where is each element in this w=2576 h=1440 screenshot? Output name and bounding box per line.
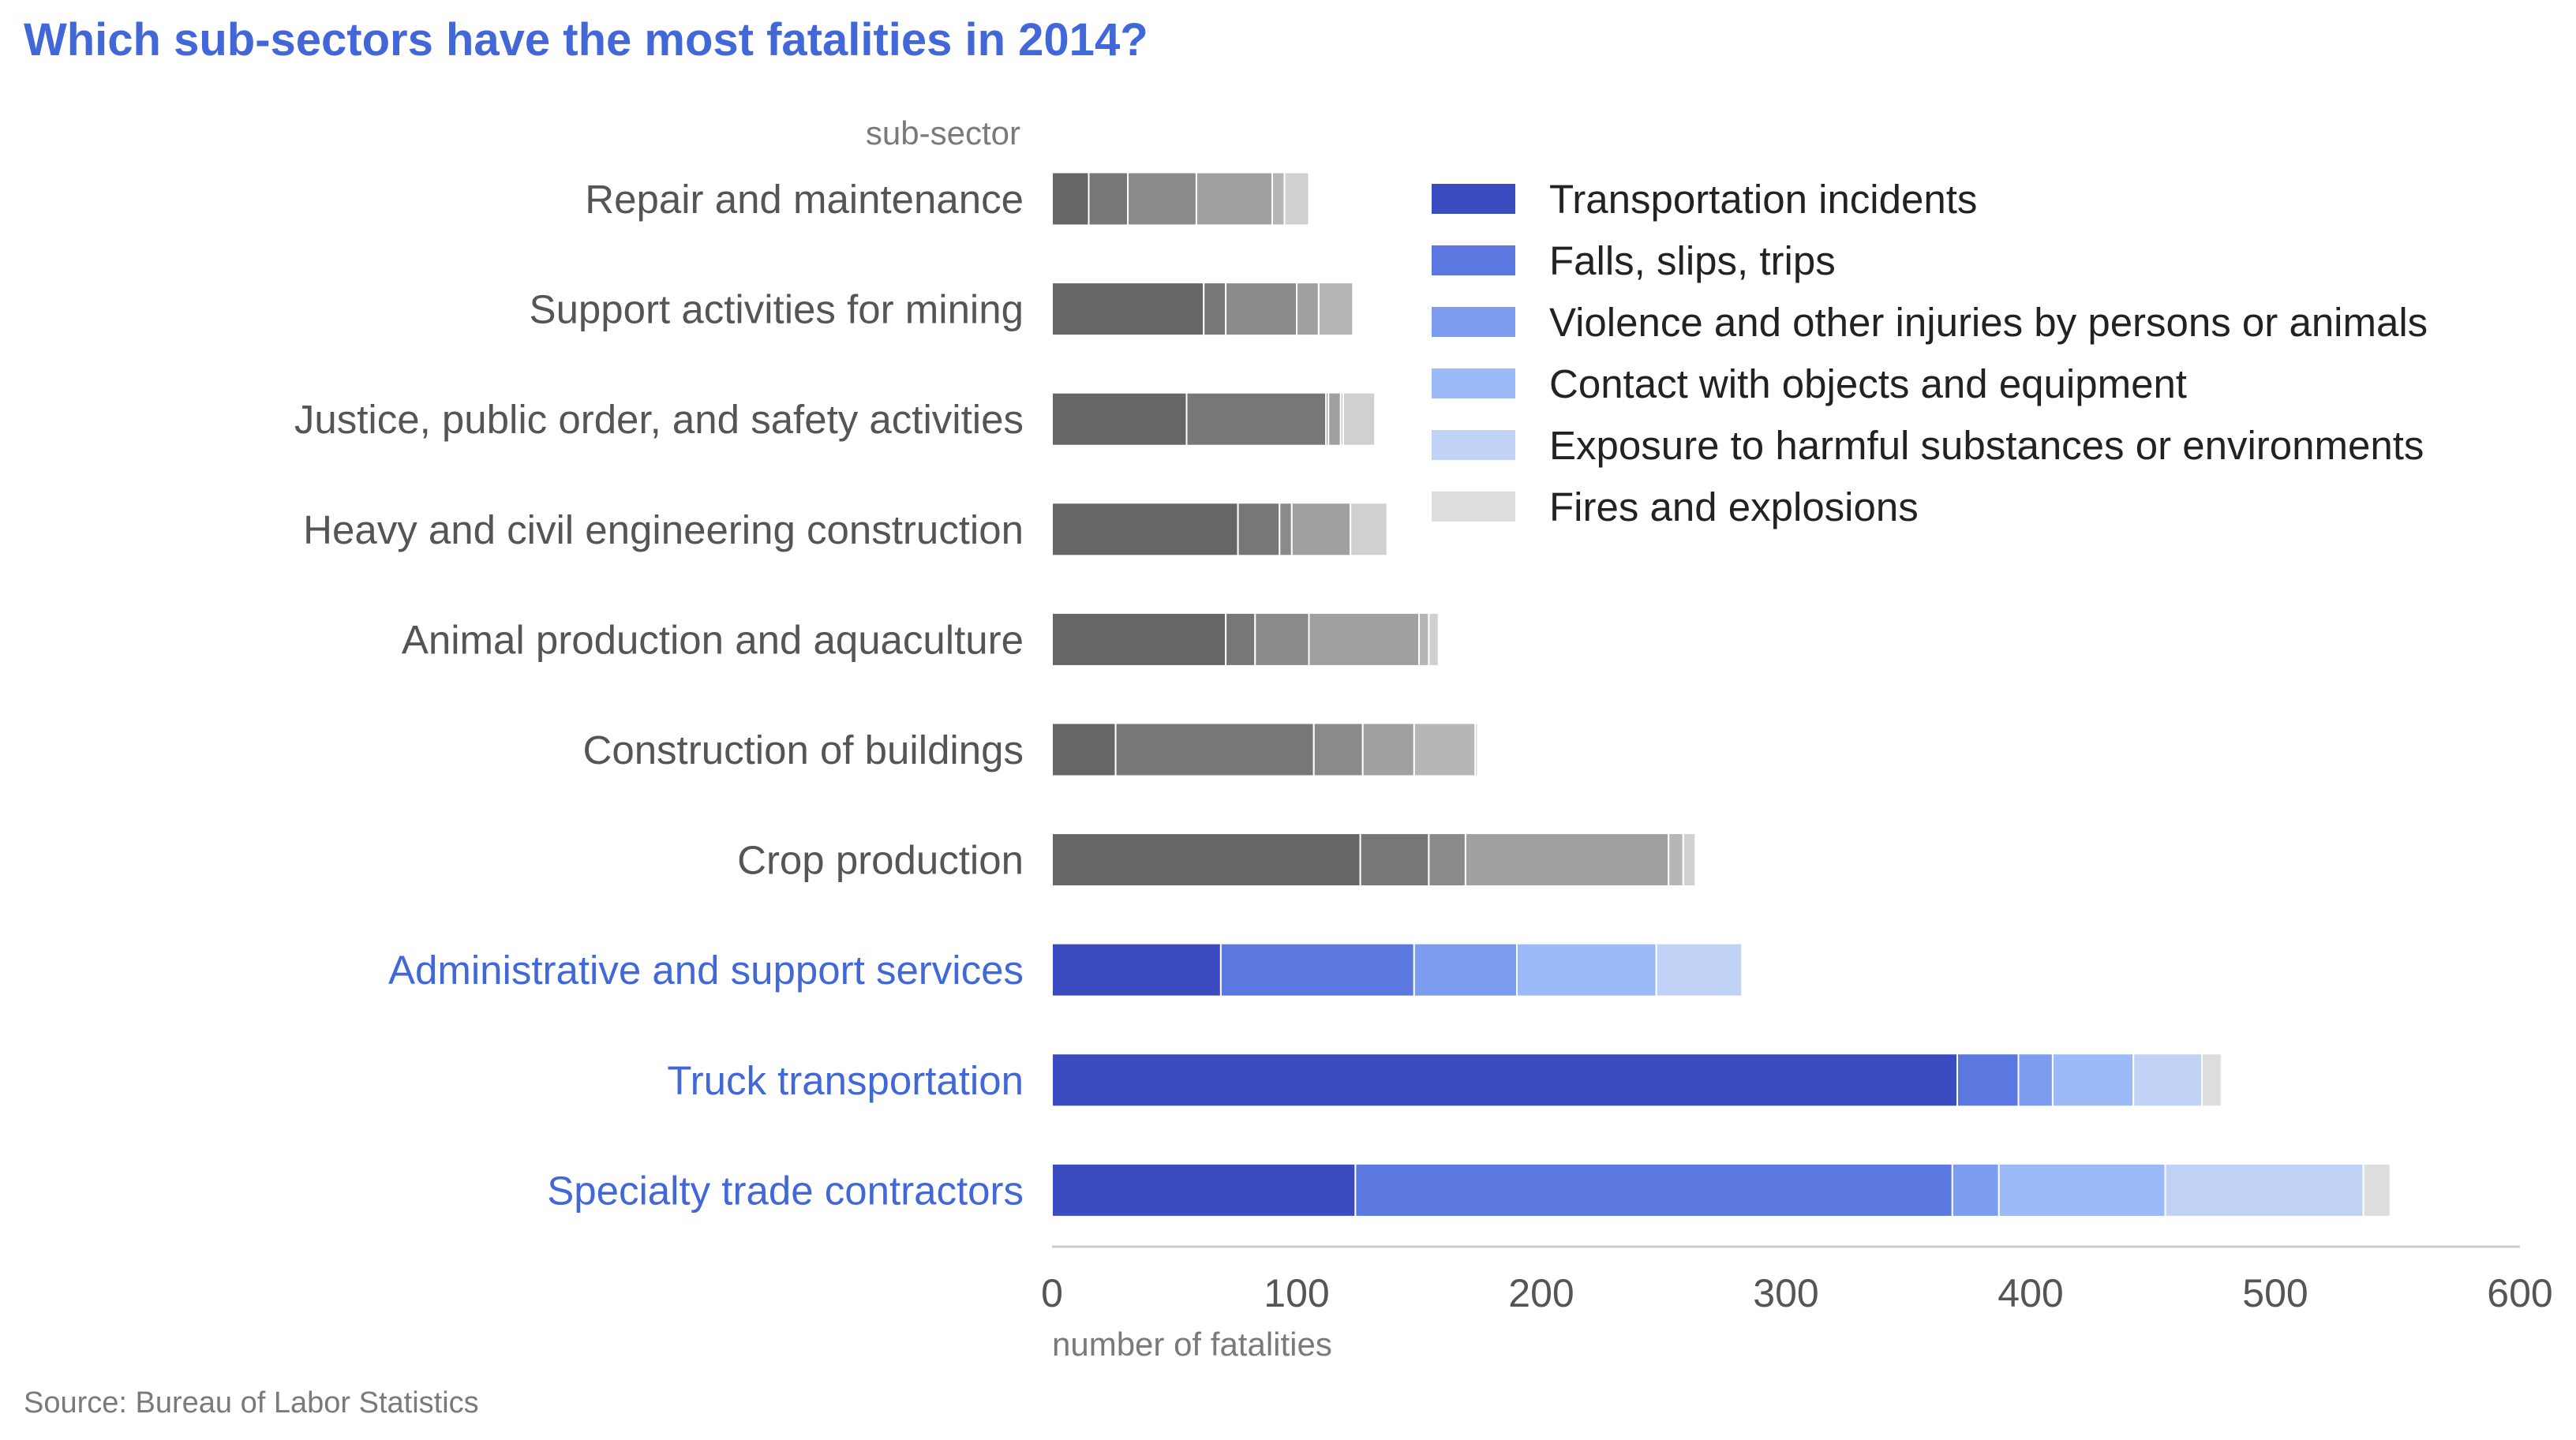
bar-segment: [1051, 502, 1239, 557]
bar-segment: [1296, 282, 1320, 337]
bar-segment: [1254, 612, 1310, 667]
x-tick-label: 500: [2242, 1271, 2308, 1315]
bar-segment: [1051, 1162, 1357, 1217]
bar-segment: [1655, 942, 1743, 997]
bar-segment: [1051, 832, 1361, 888]
x-axis-title: number of fatalities: [1052, 1326, 1332, 1363]
legend: Transportation incidents Falls, slips, tr…: [1432, 177, 2428, 529]
chart-title: Which sub-sectors have the most fataliti…: [24, 14, 1148, 65]
bar-segment: [1418, 612, 1430, 667]
legend-swatch: [1432, 430, 1515, 460]
bar-segment: [1051, 1053, 1958, 1108]
bar-segment: [2164, 1162, 2364, 1217]
x-tick-label: 200: [1508, 1271, 1574, 1315]
category-label: Heavy and civil engineering construction: [303, 507, 1024, 552]
bar-segment: [1361, 722, 1415, 777]
category-labels: Repair and maintenance Support activities…: [294, 177, 1024, 1213]
bar-segment: [1516, 942, 1657, 997]
legend-label: Exposure to harmful substances or enviro…: [1549, 423, 2424, 468]
legend-label: Transportation incidents: [1549, 177, 1977, 222]
x-tick-label: 400: [1998, 1271, 2063, 1315]
legend-swatch: [1432, 245, 1515, 275]
legend-swatch: [1432, 368, 1515, 398]
legend-swatch: [1432, 492, 1515, 522]
legend-label: Contact with objects and equipment: [1549, 361, 2187, 406]
category-label: Crop production: [737, 838, 1024, 883]
category-label: Administrative and support services: [388, 948, 1024, 993]
y-axis-title: sub-sector: [866, 114, 1020, 151]
bar-segment: [2017, 1053, 2054, 1108]
x-tick-label: 0: [1041, 1271, 1063, 1315]
bar-segment: [1127, 171, 1197, 226]
bar-segment: [1290, 502, 1352, 557]
legend-label: Fires and explosions: [1549, 484, 1919, 529]
bar-segment: [1271, 171, 1286, 226]
x-tick-label: 300: [1753, 1271, 1818, 1315]
x-tick-label: 600: [2487, 1271, 2552, 1315]
bar-segment: [2201, 1053, 2222, 1108]
bar-segment: [1051, 171, 1090, 226]
bar-segment: [1359, 832, 1430, 888]
bar-segment: [1668, 832, 1684, 888]
bar-segment: [1051, 612, 1227, 667]
bar-segment: [1203, 282, 1227, 337]
bar-segment: [2132, 1053, 2203, 1108]
bar-segment: [1413, 942, 1518, 997]
source-note: Source: Bureau of Labor Statistics: [24, 1386, 479, 1419]
bar-segment: [1114, 722, 1315, 777]
bar-segment: [1051, 282, 1205, 337]
category-label: Construction of buildings: [583, 727, 1024, 772]
bar-segment: [1327, 391, 1342, 447]
legend-swatch: [1432, 184, 1515, 214]
legend-label: Violence and other injuries by persons o…: [1549, 300, 2428, 345]
bar-segment: [1428, 612, 1440, 667]
bar-segment: [1951, 1162, 2000, 1217]
bar-segment: [1051, 391, 1188, 447]
x-axis-ticks: 0 100 200 300 400 500 600: [1041, 1271, 2553, 1315]
bars: [1051, 171, 2391, 1217]
bar-segment: [2362, 1162, 2391, 1217]
bar-segment: [1219, 942, 1415, 997]
bar-segment: [2051, 1053, 2135, 1108]
legend-swatch: [1432, 307, 1515, 337]
bar-segment: [1237, 502, 1281, 557]
category-label: Support activities for mining: [530, 287, 1024, 332]
category-label: Specialty trade contractors: [547, 1168, 1024, 1213]
category-label: Justice, public order, and safety activi…: [294, 397, 1024, 442]
bar-segment: [1195, 171, 1274, 226]
category-label: Truck transportation: [667, 1058, 1024, 1103]
bar-segment: [1474, 722, 1479, 777]
bar-segment: [1682, 832, 1697, 888]
bar-segment: [1051, 722, 1117, 777]
bar-segment: [1998, 1162, 2166, 1217]
bar-segment: [1354, 1162, 1953, 1217]
bar-segment: [1279, 502, 1293, 557]
bar-segment: [1225, 612, 1256, 667]
x-tick-label: 100: [1264, 1271, 1329, 1315]
category-label: Repair and maintenance: [585, 177, 1024, 222]
category-label: Animal production and aquaculture: [402, 617, 1024, 662]
bar-segment: [1413, 722, 1477, 777]
bar-segment: [1350, 502, 1388, 557]
bar-segment: [1225, 282, 1297, 337]
bar-segment: [1464, 832, 1670, 888]
bar-segment: [1956, 1053, 2020, 1108]
bar-segment: [1088, 171, 1129, 226]
bar-segment: [1342, 391, 1376, 447]
bar-segment: [1308, 612, 1420, 667]
bar-segment: [1317, 282, 1354, 337]
legend-label: Falls, slips, trips: [1549, 238, 1836, 283]
bar-segment: [1185, 391, 1327, 447]
bar-segment: [1428, 832, 1466, 888]
bar-segment: [1283, 171, 1310, 226]
bar-segment: [1312, 722, 1364, 777]
bar-segment: [1051, 942, 1222, 997]
